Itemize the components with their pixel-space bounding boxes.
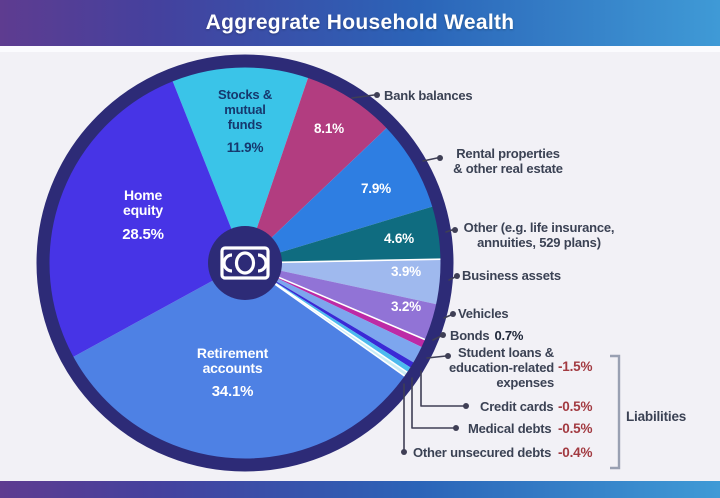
slice-label-home-equity: Home equity bbox=[122, 187, 164, 218]
slice-value-vehicles: 3.2% bbox=[391, 299, 421, 314]
callout-bank-balances: Bank balances bbox=[384, 88, 473, 103]
pie-center-circle bbox=[208, 226, 282, 300]
slice-credit-cards bbox=[245, 263, 415, 369]
slice-bank-balances bbox=[245, 76, 388, 263]
slice-value-rental: 7.9% bbox=[361, 181, 391, 196]
slice-value-home-equity: 28.5% bbox=[122, 226, 164, 243]
callout-other-unsecured: Other unsecured debts bbox=[413, 445, 552, 460]
slice-separator bbox=[275, 275, 427, 341]
pie-chart bbox=[36, 54, 454, 472]
page-title: Aggregrate Household Wealth bbox=[205, 11, 515, 34]
slice-separator bbox=[272, 281, 409, 374]
value-other-unsecured: -0.4% bbox=[558, 445, 593, 460]
slice-business bbox=[245, 259, 443, 305]
leader-dot-credit-cards bbox=[463, 403, 469, 409]
slice-student-loans bbox=[245, 263, 423, 364]
bonds-label: Bonds bbox=[450, 328, 490, 343]
callout-credit-cards: Credit cards bbox=[480, 399, 554, 414]
callout-rental: Rental properties & other real estate bbox=[453, 146, 563, 176]
callout-other-assets: Other (e.g. life insurance, annuities, 5… bbox=[463, 220, 615, 250]
slice-separator bbox=[272, 281, 407, 378]
slice-value-bank-balances: 8.1% bbox=[314, 121, 344, 136]
slice-stocks bbox=[172, 66, 309, 264]
callout-medical-debts: Medical debts bbox=[468, 421, 552, 436]
banknote-icon bbox=[220, 246, 270, 280]
value-student-loans: -1.5% bbox=[558, 359, 593, 374]
slice-value-retirement: 34.1% bbox=[211, 383, 254, 400]
footer-bar bbox=[0, 481, 720, 498]
slice-value-other-assets: 4.6% bbox=[384, 231, 414, 246]
slice-retirement bbox=[72, 263, 406, 460]
slice-value-business: 3.9% bbox=[391, 264, 421, 279]
slice-bonds bbox=[245, 263, 427, 348]
slice-separator bbox=[278, 258, 443, 264]
slice-label-retirement: Retirement accounts bbox=[196, 345, 269, 376]
slice-rental bbox=[245, 127, 434, 263]
slice-other-assets bbox=[245, 206, 442, 263]
header-banner: Aggregrate Household Wealth bbox=[0, 0, 720, 46]
slice-value-stocks: 11.9% bbox=[226, 140, 264, 155]
header-underline bbox=[0, 46, 720, 52]
slice-label-stocks: Stocks & mutual funds bbox=[217, 87, 273, 132]
callout-bonds: Bonds 0.7% bbox=[450, 328, 523, 343]
pie-outer-ring bbox=[36, 54, 454, 472]
value-credit-cards: -0.5% bbox=[558, 399, 593, 414]
slice-home-equity bbox=[48, 80, 246, 358]
callout-student-loans: Student loans & education-related expens… bbox=[449, 345, 554, 390]
callout-business-assets: Business assets bbox=[462, 268, 561, 283]
bonds-value: 0.7% bbox=[494, 328, 524, 343]
value-medical-debts: -0.5% bbox=[558, 421, 593, 436]
liabilities-group-label: Liabilities bbox=[626, 409, 687, 424]
callout-vehicles: Vehicles bbox=[458, 306, 509, 321]
slice-vehicles bbox=[245, 263, 438, 341]
pie-slices bbox=[48, 66, 443, 460]
liabilities-bracket bbox=[610, 354, 621, 470]
